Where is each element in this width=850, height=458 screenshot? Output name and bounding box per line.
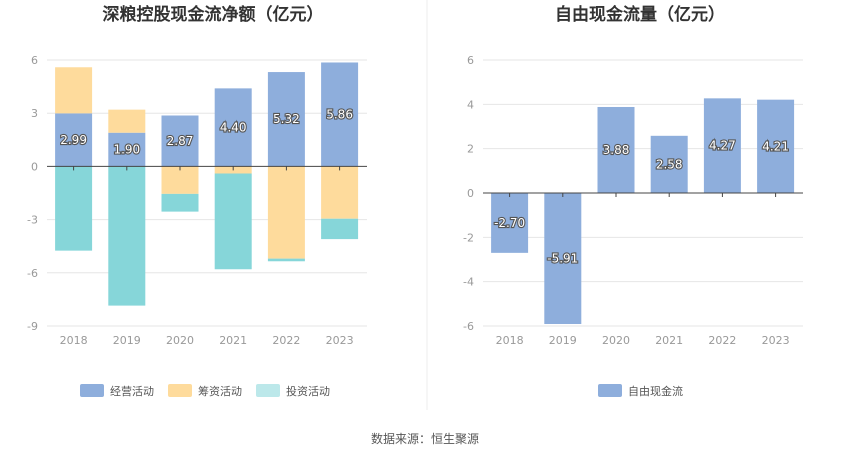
- fcf-data-label: -2.70: [494, 216, 525, 230]
- fcf-data-label: -5.91: [547, 252, 578, 266]
- cashflow-y-tick-label: -3: [27, 214, 38, 227]
- cashflow-bar-筹资活动-2022: [267, 166, 305, 259]
- cashflow-y-tick-label: 0: [31, 160, 38, 173]
- fcf-title: 自由现金流量（亿元）: [555, 4, 725, 25]
- fcf-data-label: 3.88: [603, 143, 630, 157]
- cashflow-data-label: 2.99: [60, 133, 87, 147]
- cashflow-bar-投资活动-2018: [55, 166, 93, 251]
- cashflow-bar-经营活动-2020: [161, 115, 199, 167]
- cashflow-data-label: 5.32: [273, 112, 300, 126]
- cashflow-y-tick-label: 6: [31, 54, 38, 67]
- cashflow-legend-label: 筹资活动: [198, 384, 242, 398]
- fcf-bar-自由现金流-2020: [597, 106, 635, 193]
- cashflow-x-tick-label: 2021: [219, 334, 247, 347]
- cashflow-data-label: 1.90: [113, 143, 140, 157]
- cashflow-x-tick-label: 2023: [326, 334, 354, 347]
- cashflow-bar-筹资活动-2018: [55, 67, 93, 114]
- fcf-bar-自由现金流-2018: [491, 193, 529, 253]
- cashflow-legend-label: 经营活动: [110, 384, 154, 398]
- cashflow-title: 深粮控股现金流净额（亿元）: [103, 4, 324, 25]
- fcf-y-tick-label: -6: [463, 320, 474, 333]
- fcf-legend-label: 自由现金流: [628, 384, 683, 398]
- fcf-bar-自由现金流-2021: [650, 135, 688, 193]
- cashflow-bar-筹资活动-2023: [321, 166, 359, 219]
- fcf-bar-自由现金流-2022: [703, 98, 741, 193]
- fcf-y-tick-label: -2: [463, 231, 474, 244]
- fcf-data-label: 2.58: [656, 157, 683, 171]
- fcf-y-tick-label: 2: [467, 143, 474, 156]
- cashflow-x-tick-label: 2022: [272, 334, 300, 347]
- cashflow-legend-label: 投资活动: [286, 384, 330, 398]
- fcf-x-tick-label: 2018: [496, 334, 524, 347]
- cashflow-data-label: 2.87: [167, 134, 194, 148]
- fcf-x-tick-label: 2021: [655, 334, 683, 347]
- cashflow-bar-经营活动-2021: [214, 88, 252, 167]
- cashflow-x-tick-label: 2018: [60, 334, 88, 347]
- fcf-y-tick-label: 4: [467, 98, 474, 111]
- cashflow-y-tick-label: -9: [27, 320, 38, 333]
- cashflow-x-tick-label: 2020: [166, 334, 194, 347]
- data-source-note: 数据来源：恒生聚源: [370, 432, 479, 446]
- cashflow-bar-筹资活动-2019: [108, 109, 146, 133]
- cashflow-data-label: 4.40: [220, 120, 247, 134]
- cashflow-bar-经营活动-2019: [108, 132, 146, 167]
- cashflow-bar-筹资活动-2020: [161, 166, 199, 194]
- cashflow-x-tick-label: 2019: [113, 334, 141, 347]
- fcf-x-tick-label: 2019: [549, 334, 577, 347]
- fcf-y-tick-label: 0: [467, 187, 474, 200]
- fcf-legend-swatch: [598, 384, 622, 397]
- fcf-data-label: 4.21: [762, 139, 789, 153]
- fcf-y-tick-label: 6: [467, 54, 474, 67]
- fcf-bar-自由现金流-2023: [757, 99, 795, 193]
- cashflow-bar-经营活动-2018: [55, 113, 93, 167]
- cashflow-bar-经营活动-2022: [267, 72, 305, 167]
- cashflow-legend-swatch: [80, 384, 104, 397]
- fcf-x-tick-label: 2023: [762, 334, 790, 347]
- cashflow-bar-经营活动-2023: [321, 62, 359, 167]
- fcf-x-tick-label: 2022: [708, 334, 736, 347]
- cashflow-y-tick-label: -6: [27, 267, 38, 280]
- cashflow-bar-投资活动-2019: [108, 166, 146, 306]
- fcf-data-label: 4.27: [709, 139, 736, 153]
- cashflow-y-tick-label: 3: [31, 107, 38, 120]
- cashflow-legend-swatch: [168, 384, 192, 397]
- cashflow-bar-投资活动-2020: [161, 193, 199, 212]
- cashflow-legend-swatch: [256, 384, 280, 397]
- fcf-y-tick-label: -4: [463, 276, 474, 289]
- fcf-x-tick-label: 2020: [602, 334, 630, 347]
- cashflow-bar-投资活动-2023: [321, 218, 359, 240]
- cashflow-bar-投资活动-2021: [214, 173, 252, 270]
- cashflow-bar-投资活动-2022: [267, 258, 305, 262]
- cashflow-data-label: 5.86: [326, 107, 353, 121]
- fcf-bar-自由现金流-2019: [544, 193, 582, 325]
